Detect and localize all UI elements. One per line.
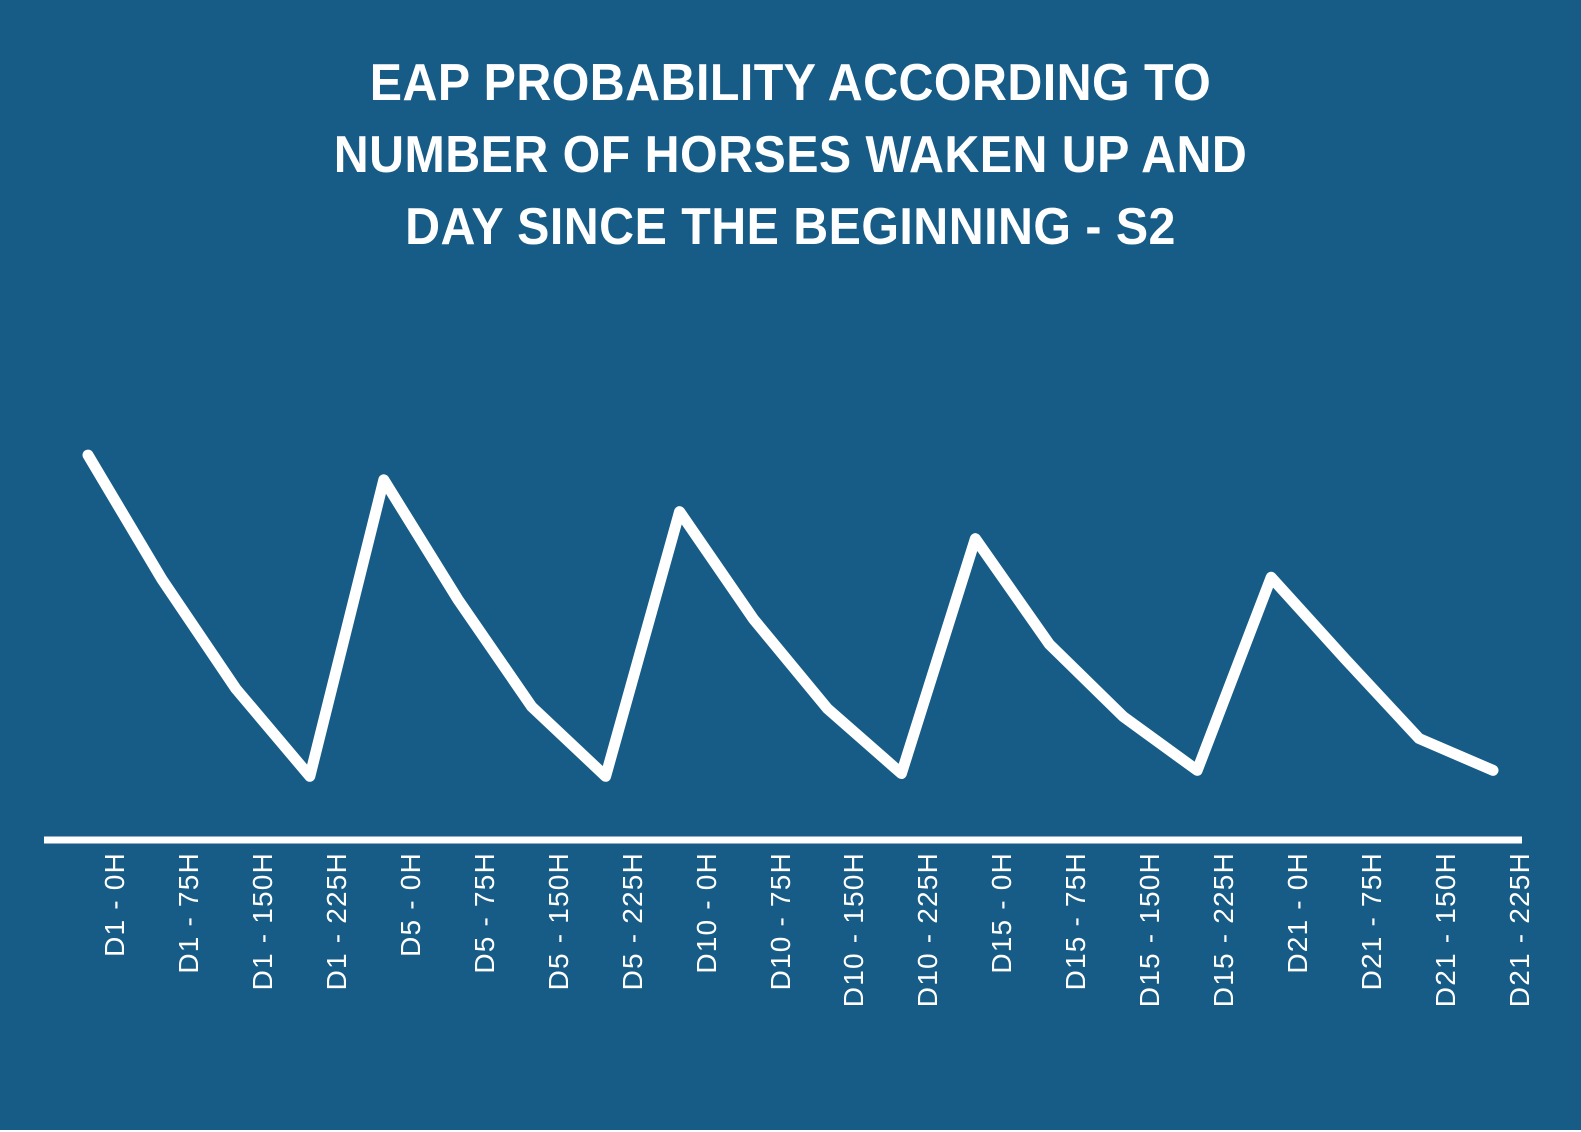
x-tick-label: D21 - 150H [1430,852,1462,1008]
x-tick-label: D10 - 150H [838,852,870,1008]
x-tick-label: D10 - 225H [912,852,944,1008]
x-tick-label: D10 - 0H [690,852,722,974]
x-tick-label: D15 - 225H [1208,852,1240,1008]
x-tick-label: D10 - 75H [764,852,796,991]
page-title: EAP PROBABILITY ACCORDING TO NUMBER OF H… [333,54,1248,256]
x-tick-label: D15 - 150H [1134,852,1166,1008]
drop-lines-group [86,455,1495,838]
x-tick-label: D1 - 225H [320,852,352,991]
x-tick-label: D1 - 0H [99,852,130,957]
x-tick-label: D1 - 150H [246,852,278,991]
x-tick-label: D21 - 75H [1356,852,1388,991]
x-tick-label: D21 - 0H [1282,852,1314,974]
data-line [82,449,1499,782]
x-tick-label: D15 - 75H [1060,852,1092,991]
x-tick-label: D5 - 75H [468,852,500,974]
x-tick-label: D21 - 225H [1504,852,1535,1008]
x-tick-label: D5 - 0H [394,852,426,957]
x-axis-labels: D1 - 0H D1 - 75H D1 - 150H D1 - 225H D5 - 0H… [0,852,1581,1122]
x-tick-label: D5 - 225H [616,852,648,991]
x-tick-label: D1 - 75H [172,852,204,974]
x-tick-label: D15 - 0H [986,852,1018,974]
x-tick-label: D5 - 150H [542,852,574,991]
